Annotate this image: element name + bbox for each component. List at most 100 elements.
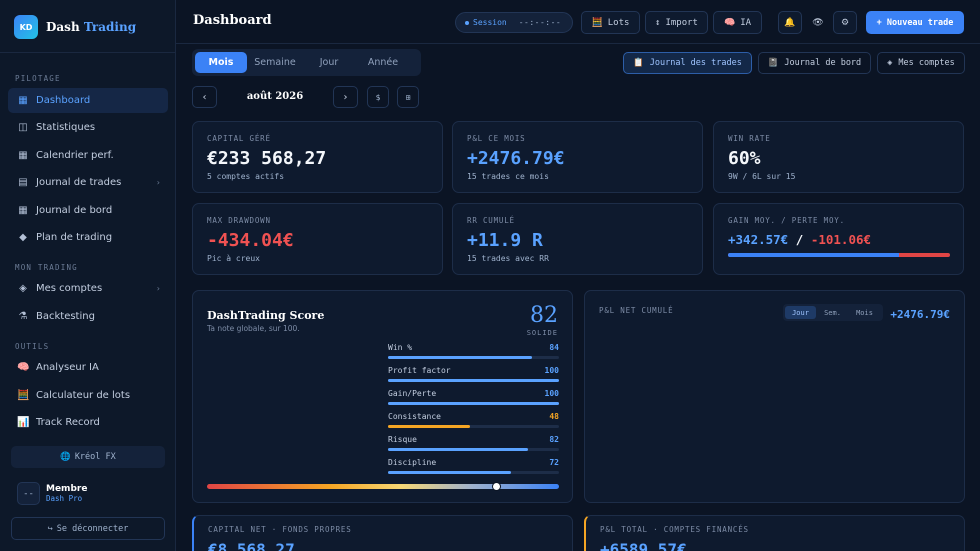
tab-semaine[interactable]: Semaine [254, 57, 296, 68]
bottom-value: €8 568,27 [208, 540, 295, 551]
score-subtitle: Ta note globale, sur 100. [207, 324, 300, 333]
accounts-icon: ◈ [887, 58, 893, 68]
range-jour[interactable]: Jour [785, 306, 816, 319]
stat-label: P&L CE MOIS [467, 134, 526, 143]
metric-value: 48 [549, 412, 559, 421]
list-icon: ▤ [18, 177, 28, 188]
new-trade-button[interactable]: + Nouveau trade [866, 11, 964, 34]
stat-card-rr-cumule: RR CUMULÉ +11.9 R 15 trades avec RR [452, 203, 703, 275]
notifications-button[interactable]: 🔔 [778, 11, 802, 34]
calculator-icon: 🧮 [591, 17, 603, 28]
metric-track [388, 425, 559, 428]
range-semaine[interactable]: Sem. [824, 308, 841, 317]
sidebar-item-statistiques[interactable]: ◫ Statistiques [8, 115, 168, 140]
chevron-right-icon: › [156, 178, 160, 187]
view-label: Mes comptes [898, 58, 955, 68]
view-label: Journal de bord [784, 58, 862, 68]
stat-sub: 15 trades ce mois [467, 172, 549, 181]
stat-value: €233 568,27 [207, 148, 327, 169]
grid-view-button[interactable]: ⊞ [397, 86, 419, 108]
pnl-total-funded-card: P&L TOTAL · COMPTES FINANCÉS +6589.57€ [584, 515, 965, 551]
metric-fill [388, 402, 559, 405]
logout-button[interactable]: ↪ Se déconnecter [11, 517, 165, 540]
score-metric-row: Win % 84 [388, 343, 559, 363]
range-mois[interactable]: Mois [856, 308, 873, 317]
logout-icon: ↪ [47, 523, 53, 534]
session-indicator: Session --:--:-- [455, 12, 573, 33]
sidebar-item-track-record[interactable]: 📊 Track Record [8, 410, 168, 435]
visibility-toggle[interactable]: 👁 [807, 11, 829, 34]
eye-icon: 👁 [812, 17, 824, 28]
sidebar-item-label: Mes comptes [36, 283, 103, 294]
diamond-icon: ◆ [19, 232, 27, 243]
score-gauge [207, 482, 559, 491]
sidebar-item-analyseur-ia[interactable]: 🧠 Analyseur IA [8, 355, 168, 380]
broker-selector[interactable]: 🌐 Kréol FX [11, 446, 165, 468]
sidebar-item-backtesting[interactable]: ⚗ Backtesting [8, 304, 168, 329]
score-metric-row: Discipline 72 [388, 458, 559, 478]
import-button[interactable]: ↕ Import [645, 11, 708, 34]
sidebar-item-label: Journal de trades [36, 177, 122, 188]
score-gauge-knob [491, 482, 501, 491]
stat-label: GAIN MOY. / PERTE MOY. [728, 216, 845, 225]
gain-loss-separator: / [795, 232, 804, 247]
session-time: --:--:-- [518, 18, 562, 27]
sidebar-item-dashboard[interactable]: ▦ Dashboard [8, 88, 168, 113]
metric-track [388, 402, 559, 405]
grid-icon: ▦ [18, 95, 28, 106]
tab-mois[interactable]: Mois [195, 52, 247, 73]
bottom-label: P&L TOTAL · COMPTES FINANCÉS [600, 525, 749, 534]
prev-month-button[interactable]: ‹ [192, 86, 217, 108]
sidebar-item-label: Dashboard [36, 95, 91, 106]
next-month-button[interactable]: › [333, 86, 358, 108]
view-journal-bord-button[interactable]: 📓 Journal de bord [758, 52, 871, 74]
metric-track [388, 448, 559, 451]
brand-name-part1: Dash [46, 20, 80, 34]
sidebar-item-plan-trading[interactable]: ◆ Plan de trading [8, 225, 168, 250]
metric-fill [388, 448, 529, 451]
stat-value: 60% [728, 148, 761, 169]
stat-sub: 5 comptes actifs [207, 172, 285, 181]
view-mes-comptes-button[interactable]: ◈ Mes comptes [877, 52, 965, 74]
sidebar-item-calculateur-lots[interactable]: 🧮 Calculateur de lots [8, 383, 168, 408]
sidebar-item-label: Track Record [36, 417, 100, 428]
sidebar-item-journal-trades[interactable]: ▤ Journal de trades › [8, 170, 168, 195]
bottom-label: CAPITAL NET · FONDS PROPRES [208, 525, 352, 534]
gain-loss-values: +342.57€ / -101.06€ [728, 232, 871, 247]
chevron-right-icon: › [156, 284, 160, 293]
metric-fill [388, 471, 512, 474]
lots-button[interactable]: 🧮 Lots [581, 11, 640, 34]
section-label-pilotage: PILOTAGE [15, 74, 61, 83]
tab-jour[interactable]: Jour [319, 57, 339, 68]
score-card: DashTrading Score Ta note globale, sur 1… [192, 290, 573, 503]
stat-label: RR CUMULÉ [467, 216, 515, 225]
score-metric-row: Gain/Perte 100 [388, 389, 559, 409]
ia-button[interactable]: 🧠 IA [713, 11, 762, 34]
pnl-chart-label: P&L NET CUMULÉ [599, 306, 674, 315]
brand[interactable]: KD Dash Trading [14, 15, 136, 39]
stat-card-pnl-month: P&L CE MOIS +2476.79€ 15 trades ce mois [452, 121, 703, 193]
tab-annee[interactable]: Année [367, 57, 399, 68]
sidebar-item-label: Journal de bord [36, 205, 113, 216]
stat-label: CAPITAL GÉRÉ [207, 134, 271, 143]
member-card[interactable]: -- Membre Dash Pro [17, 482, 87, 505]
sidebar-item-calendrier[interactable]: ▦ Calendrier perf. [8, 143, 168, 168]
metric-track [388, 379, 559, 382]
sidebar-item-mes-comptes[interactable]: ◈ Mes comptes › [8, 276, 168, 301]
bottom-value: +6589.57€ [600, 540, 687, 551]
brand-name: Dash Trading [46, 20, 136, 34]
metric-value: 100 [544, 389, 559, 398]
clipboard-icon: 📋 [633, 58, 644, 68]
view-journal-trades-button[interactable]: 📋 Journal des trades [623, 52, 752, 74]
metric-track [388, 356, 559, 359]
metric-label: Profit factor [388, 366, 451, 375]
notebook-icon: 📓 [767, 58, 779, 68]
stat-value: +2476.79€ [467, 148, 565, 169]
sidebar-item-journal-bord[interactable]: ▦ Journal de bord [8, 198, 168, 223]
member-name: Membre [46, 484, 88, 494]
settings-button[interactable]: ⚙ [833, 11, 857, 34]
stat-label: WIN RATE [728, 134, 771, 143]
session-dot-icon [465, 20, 469, 25]
flask-icon: ⚗ [18, 311, 28, 322]
currency-button[interactable]: $ [367, 86, 389, 108]
